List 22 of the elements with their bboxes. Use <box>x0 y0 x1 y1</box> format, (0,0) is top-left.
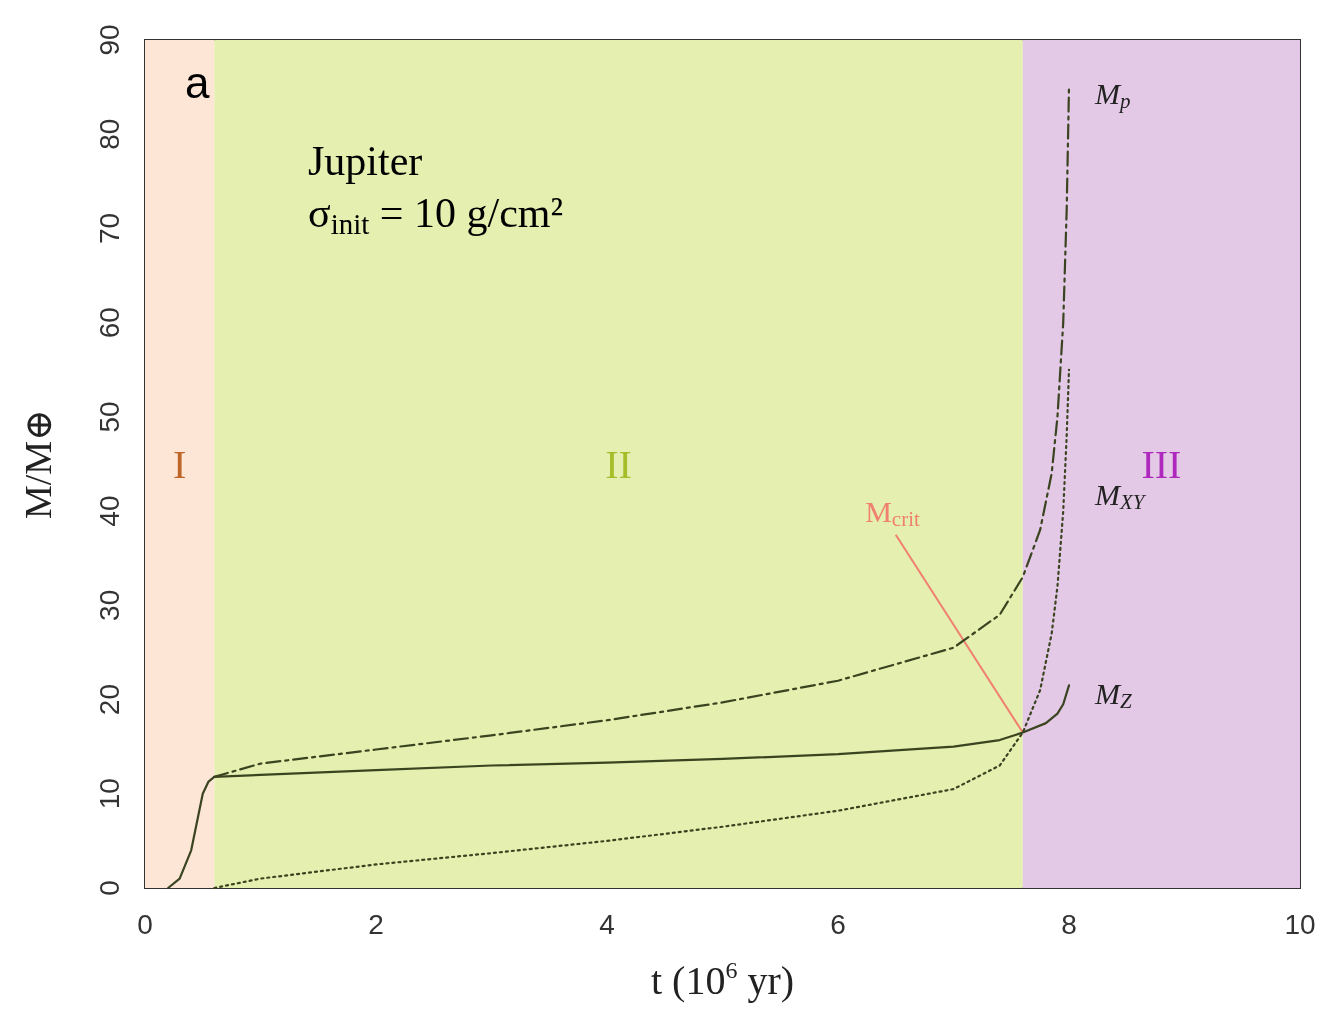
band-label: I <box>172 441 187 487</box>
x-tick-label: 8 <box>1061 908 1077 940</box>
y-tick-label: 80 <box>93 118 125 150</box>
x-tick-label: 6 <box>830 908 846 940</box>
band-label: III <box>1141 441 1182 487</box>
annotation: a <box>185 57 210 107</box>
y-tick-label: 50 <box>93 401 125 433</box>
y-tick-label: 20 <box>93 683 125 716</box>
y-tick-label: 60 <box>93 307 125 339</box>
annotation: Jupiter <box>308 138 423 184</box>
y-tick-label: 30 <box>93 589 125 621</box>
band-label: II <box>605 441 632 487</box>
x-tick-label: 10 <box>1284 908 1316 940</box>
y-tick-label: 0 <box>93 880 125 896</box>
y-axis-title: M/M⊕ <box>17 409 59 519</box>
y-tick-label: 10 <box>93 778 125 810</box>
y-tick-label: 70 <box>93 212 125 245</box>
y-tick-label: 90 <box>93 24 125 56</box>
x-tick-label: 0 <box>137 908 153 940</box>
y-tick-label: 40 <box>93 495 125 527</box>
x-tick-label: 2 <box>368 908 384 940</box>
x-tick-label: 4 <box>599 908 615 940</box>
